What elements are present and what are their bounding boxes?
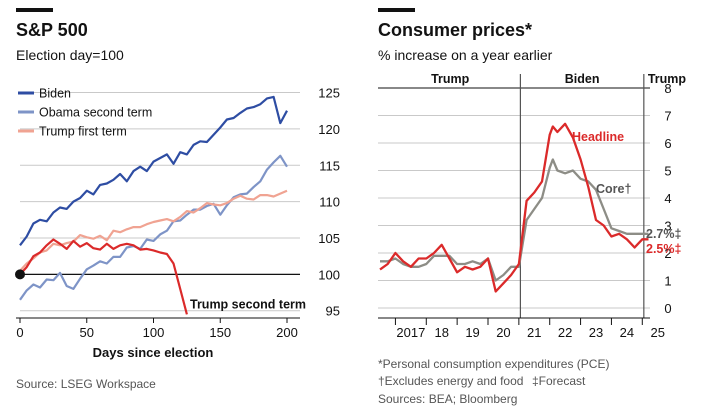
y-tick-label: 100 xyxy=(318,267,340,282)
series-label-trump-second-term: Trump second term xyxy=(190,297,306,311)
x-tick-label: 150 xyxy=(209,325,231,340)
y-tick-label: 105 xyxy=(318,231,340,246)
y-grid xyxy=(378,87,650,309)
x-tick-label: 23 xyxy=(589,325,603,340)
x-tick-label: 24 xyxy=(620,325,634,340)
line-obama-second-term xyxy=(19,154,288,301)
x-tick-labels: 0 50 100 150 200 xyxy=(16,318,298,340)
title-accent-bar xyxy=(378,8,415,12)
footnote-core: †Excludes energy and food xyxy=(378,374,523,388)
line-core xyxy=(380,158,649,282)
annotation-core: Core† xyxy=(596,182,631,196)
source-note: Source: LSEG Workspace xyxy=(16,377,156,391)
y-tick-label: 6 xyxy=(664,136,671,151)
y-tick-label: 95 xyxy=(326,304,340,319)
legend-label-trump-first-term: Trump first term xyxy=(39,125,127,139)
y-tick-label: 8 xyxy=(664,81,671,96)
line-trump-first-term xyxy=(19,189,288,272)
x-tick-label: 50 xyxy=(80,325,94,340)
y-tick-labels: 95 100 105 110 115 120 125 xyxy=(318,86,340,319)
x-tick-label: 21 xyxy=(527,325,541,340)
x-tick-label: 2017 xyxy=(396,325,425,340)
x-tick-label: 25 xyxy=(650,325,664,340)
series-lines xyxy=(19,95,288,315)
y-tick-label: 110 xyxy=(319,195,340,210)
x-tick-label: 200 xyxy=(276,325,298,340)
y-tick-label: 3 xyxy=(664,219,671,234)
y-tick-labels: 0 1 2 3 4 5 6 7 8 xyxy=(664,81,671,316)
legend-label-biden: Biden xyxy=(39,87,71,101)
period-dividers: Trump Biden Trump xyxy=(378,72,686,318)
footnote-forecast: ‡Forecast xyxy=(532,374,586,388)
annotation-2-5: 2.5%‡ xyxy=(646,242,681,256)
x-tick-labels: 2017 18 19 20 21 22 23 24 25 xyxy=(394,318,665,340)
x-tick-label: 0 xyxy=(16,325,23,340)
period-label-biden: Biden xyxy=(565,72,600,86)
y-tick-label: 0 xyxy=(664,301,671,316)
title-accent-bar xyxy=(16,8,53,12)
y-tick-label: 1 xyxy=(664,274,671,289)
annotation-2-7: 2.7%‡ xyxy=(646,227,681,241)
x-axis-label: Days since election xyxy=(93,345,214,360)
chart-title: S&P 500 xyxy=(16,20,88,40)
y-tick-label: 2 xyxy=(664,246,671,261)
origin-marker xyxy=(15,269,25,280)
line-trump-second-term xyxy=(19,238,188,315)
chart-subtitle: % increase on a year earlier xyxy=(378,47,553,63)
period-label-trump: Trump xyxy=(648,72,687,86)
series-annotations: Headline Core† 2.7%‡2.5%‡ xyxy=(572,130,681,256)
x-tick-label: 19 xyxy=(465,325,479,340)
sources-note: Sources: BEA; Bloomberg xyxy=(378,392,517,406)
y-tick-label: 125 xyxy=(318,86,340,101)
series-lines xyxy=(379,122,649,293)
annotation-headline: Headline xyxy=(572,130,624,144)
footnote-pce: *Personal consumption expenditures (PCE) xyxy=(378,357,609,371)
y-tick-label: 5 xyxy=(664,164,671,179)
x-tick-label: 20 xyxy=(496,325,510,340)
y-tick-label: 4 xyxy=(664,191,671,206)
line-biden xyxy=(19,95,288,246)
y-tick-label: 7 xyxy=(664,109,671,124)
period-label-trump: Trump xyxy=(431,72,470,86)
y-tick-label: 120 xyxy=(318,122,340,137)
legend-label-obama-second-term: Obama second term xyxy=(39,106,152,120)
y-tick-label: 115 xyxy=(319,158,340,173)
line-headline xyxy=(379,122,649,293)
consumer-prices-panel: Consumer prices* % increase on a year ea… xyxy=(378,8,686,406)
chart-title: Consumer prices* xyxy=(378,20,532,40)
chart-subtitle: Election day=100 xyxy=(16,47,124,63)
x-tick-label: 18 xyxy=(434,325,448,340)
legend: Biden Obama second term Trump first term xyxy=(18,87,152,139)
sp500-panel: S&P 500 Election day=100 95 100 105 110 115 1… xyxy=(15,8,340,391)
x-tick-label: 22 xyxy=(558,325,572,340)
x-tick-label: 100 xyxy=(143,325,165,340)
